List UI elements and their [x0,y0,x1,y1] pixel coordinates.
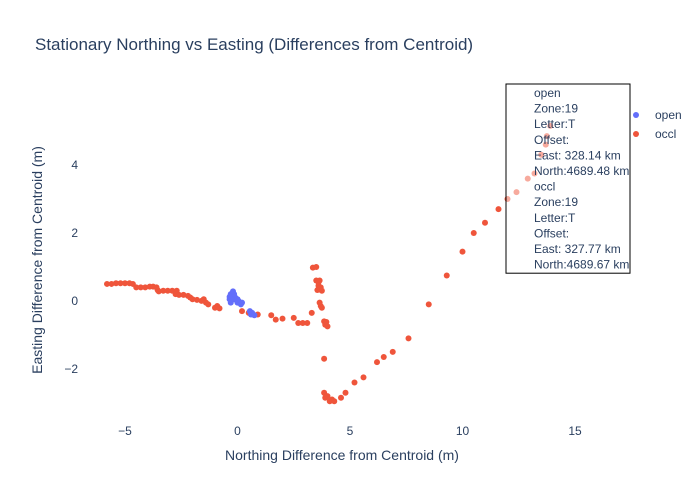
x-axis-title: Northing Difference from Centroid (m) [225,447,459,463]
data-point-occl [290,314,297,321]
data-point-occl [324,323,331,330]
data-point-open [234,296,241,303]
annotation-line: East: 328.14 km [534,148,621,162]
annotation-line: North:4689.48 km [534,164,629,178]
data-point-open [230,296,236,303]
data-point-occl [176,291,182,298]
data-point-occl [324,393,331,400]
data-point-occl [142,284,149,291]
annotation-line: Zone:19 [534,195,578,209]
data-point-occl [104,280,110,287]
data-point-occl [318,304,325,311]
data-point-occl [299,320,306,327]
legend-label-occl[interactable]: occl [655,127,676,141]
annotation-line: East: 327.77 km [534,242,621,256]
legend-marker-open[interactable] [633,112,639,118]
annotation-line: Letter:T [534,117,576,131]
y-tick-label: 2 [71,226,78,240]
data-point-occl [316,277,323,284]
annotation-line: occl [534,180,555,194]
data-point-occl [164,287,171,294]
data-point-occl [308,309,315,316]
data-point-occl [122,280,128,287]
annotation-line: Zone:19 [534,102,578,116]
data-point-occl [194,296,200,303]
data-point-occl [113,280,119,287]
data-point-occl [268,312,275,319]
data-point-occl [482,219,488,226]
x-tick-label: −5 [118,424,132,438]
y-tick-label: 0 [71,294,78,308]
data-point-occl [304,320,311,327]
data-point-occl [405,335,412,342]
annotation-line: Offset: [534,226,569,240]
y-axis-ticks: −2 0 2 4 [64,158,78,376]
data-point-occl [279,315,286,322]
y-axis-title: Easting Difference from Centroid (m) [29,146,45,374]
plot-area [104,122,554,405]
data-point-occl [338,394,344,401]
data-point-occl [389,348,396,355]
x-tick-label: 10 [456,424,470,438]
data-point-occl [272,316,279,323]
x-axis-ticks: −5 0 5 10 15 [118,424,582,438]
data-point-occl [155,288,162,295]
annotation-box [505,83,631,274]
data-point-occl [443,272,450,279]
data-point-occl [216,305,223,312]
annotation-line: Letter:T [534,211,576,225]
data-point-occl [133,284,140,291]
data-point-occl [351,379,358,386]
data-point-open [251,312,258,319]
data-point-occl [342,389,349,396]
legend[interactable]: open occl [633,108,682,141]
data-point-occl [313,263,320,270]
legend-label-open[interactable]: open [655,108,682,122]
data-point-occl [360,374,367,381]
data-point-occl [321,355,328,362]
data-point-occl [425,301,432,308]
chart-title: Stationary Northing vs Easting (Differen… [35,35,473,54]
data-point-occl [295,320,302,327]
data-point-occl [205,301,212,308]
data-point-occl [380,354,387,361]
annotation-line: Offset: [534,133,569,147]
data-point-occl [318,287,325,294]
x-tick-label: 15 [568,424,582,438]
data-point-occl [137,284,144,291]
y-tick-label: −2 [64,362,78,376]
legend-marker-occl[interactable] [633,131,639,137]
x-tick-label: 0 [234,424,241,438]
data-point-occl [180,291,187,298]
data-point-occl [374,359,380,366]
data-point-occl [470,229,477,236]
y-tick-label: 4 [71,158,78,172]
data-point-occl [117,280,124,287]
data-point-open [239,299,245,306]
data-point-occl [331,398,338,405]
annotation-line: open [534,86,561,100]
data-point-occl [459,248,466,255]
x-tick-label: 5 [347,424,354,438]
data-point-occl [189,296,196,303]
annotation-line: North:4689.67 km [534,258,629,272]
data-point-occl [239,308,245,315]
data-point-occl [160,287,167,294]
data-point-occl [495,206,502,213]
data-point-occl [108,280,115,287]
